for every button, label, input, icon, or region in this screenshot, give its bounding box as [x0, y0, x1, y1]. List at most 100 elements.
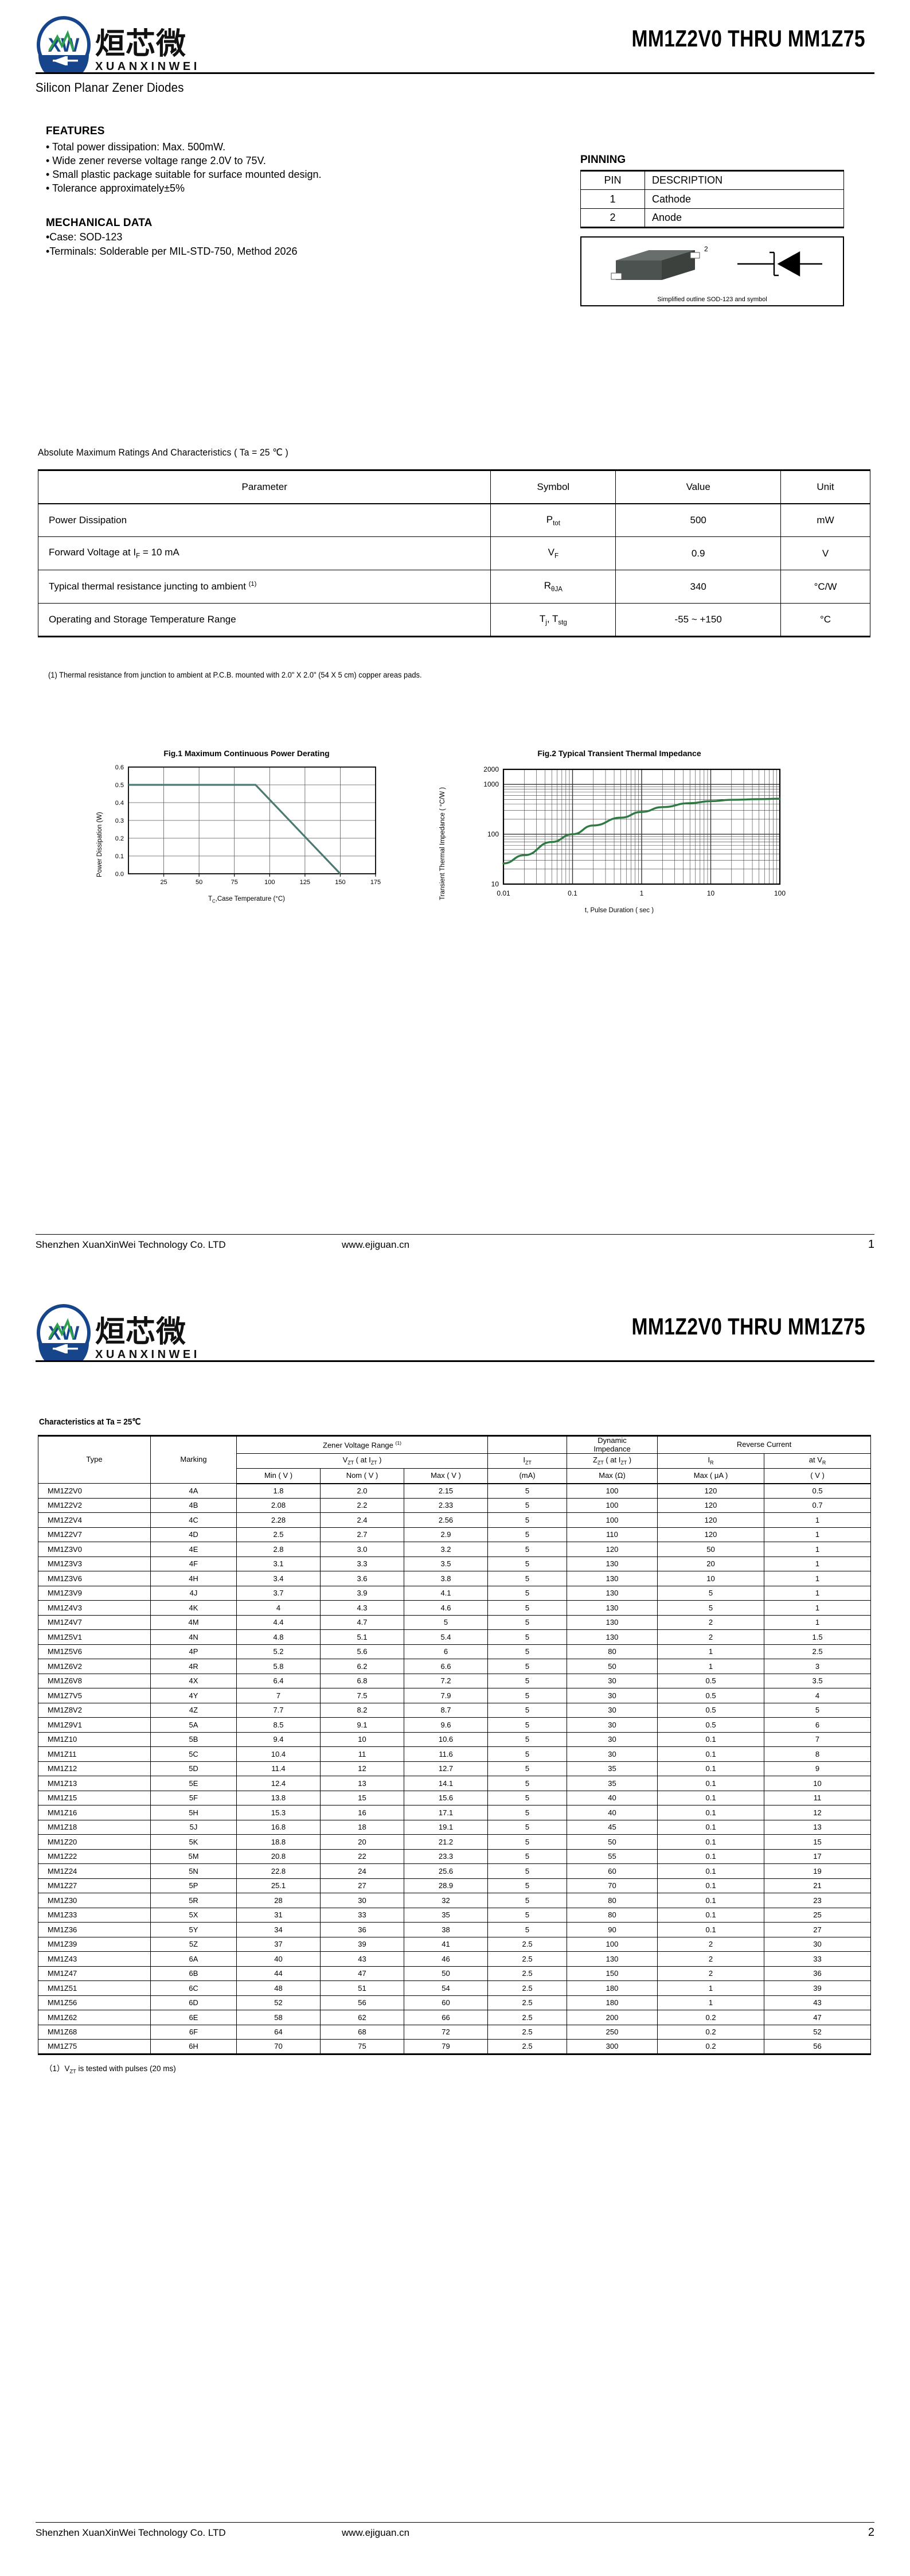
pinning-table: PIN DESCRIPTION 1 Cathode 2 Anode [580, 170, 844, 228]
cell-value: 70 [236, 2039, 321, 2055]
table-row: MM1Z18 5J 16.8 18 19.1 5 45 0.1 13 [38, 1819, 872, 1835]
page-1-header: XW 烜芯微 XUANXINWEI MM1Z2V0 THRU MM1Z75 [0, 0, 910, 82]
cell-value: 6.2 [320, 1659, 404, 1674]
cell-value: 5 [487, 1673, 568, 1689]
cell-value: 40 [236, 1951, 321, 1967]
cell-value: 30 [567, 1688, 658, 1703]
column-group-reverse-current: Reverse Current [657, 1434, 872, 1454]
cell-value: 22 [320, 1849, 404, 1865]
cell-value: 52 [764, 2024, 872, 2040]
footer-company: Shenzhen XuanXinWei Technology Co. LTD [36, 2527, 226, 2538]
column-header-izt: IZT [487, 1453, 568, 1469]
cell-value: 6F [150, 2024, 237, 2040]
cell-value: 31 [236, 1907, 321, 1923]
table-row: MM1Z68 6F 64 68 72 2.5 250 0.2 52 [38, 2024, 872, 2040]
cell-value: 75 [320, 2039, 404, 2055]
cell-type: MM1Z36 [38, 1922, 151, 1937]
cell-value: 4B [150, 1497, 237, 1513]
features-list: • Total power dissipation: Max. 500mW. •… [46, 140, 390, 195]
cell-type: MM1Z3V0 [38, 1542, 151, 1557]
cell-type: MM1Z10 [38, 1731, 151, 1748]
svg-text:0.0: 0.0 [115, 871, 124, 878]
cell-value: 180 [567, 1995, 658, 2011]
cell-value: 10.6 [403, 1731, 489, 1748]
cell-value: 80 [567, 1907, 658, 1923]
cell-value: 15 [764, 1834, 872, 1850]
cell-value: 39 [320, 1936, 404, 1952]
cell-value: 100 [567, 1936, 658, 1952]
cell-type: MM1Z30 [38, 1893, 151, 1908]
cell-value: 6D [150, 1995, 237, 2011]
cell-value: 0.1 [657, 1731, 765, 1748]
cell-type: MM1Z2V7 [38, 1527, 151, 1543]
svg-text:1000: 1000 [483, 780, 499, 788]
cell-value: 8.5 [236, 1717, 321, 1733]
cell-value: 58 [236, 2010, 321, 2025]
amr-title: Absolute Maximum Ratings And Characteris… [38, 447, 288, 458]
page-title: MM1Z2V0 THRU MM1Z75 [631, 1313, 865, 1340]
footer-divider [36, 1234, 874, 1235]
cell-value: 1.8 [236, 1483, 321, 1499]
cell-value: 4M [150, 1614, 237, 1631]
cell-value: 18 [320, 1819, 404, 1835]
cell-value: 4A [150, 1483, 237, 1499]
cell-value: 23 [764, 1893, 872, 1908]
cell-symbol: RθJA [490, 570, 616, 604]
table-row: MM1Z3V0 4E 2.8 3.0 3.2 5 120 50 1 [38, 1542, 872, 1557]
cell-unit: V [780, 536, 870, 570]
cell-value: 25 [764, 1907, 872, 1923]
cell-value: 2.33 [403, 1497, 489, 1513]
cell-value: 4N [150, 1629, 237, 1645]
svg-text:10: 10 [707, 889, 715, 897]
column-group-dynamic-impedance: Dynamic Impedance [567, 1434, 658, 1454]
svg-text:25: 25 [160, 879, 167, 886]
cell-value: 3.8 [403, 1571, 489, 1586]
cell-value: 7.5 [320, 1688, 404, 1703]
footer-url[interactable]: www.ejiguan.cn [342, 1239, 410, 1250]
logo-english-name: XUANXINWEI [95, 60, 200, 73]
table-row: Typical thermal resistance juncting to a… [37, 570, 870, 604]
table-row: MM1Z4V3 4K 4 4.3 4.6 5 130 5 1 [38, 1600, 872, 1616]
cell-value: 24 [320, 1863, 404, 1879]
cell-value: 5Y [150, 1922, 237, 1937]
svg-text:100: 100 [774, 889, 786, 897]
cell-value: 5.4 [403, 1629, 489, 1645]
column-header-description: DESCRIPTION [645, 170, 844, 190]
cell-value: 0.7 [764, 1497, 872, 1513]
cell-value: 21 [764, 1878, 872, 1894]
column-header-unit: Unit [780, 469, 870, 504]
column-header-ma: (mA) [487, 1468, 568, 1484]
svg-text:0.1: 0.1 [568, 889, 577, 897]
cell-value: 28.9 [403, 1878, 489, 1894]
cell-value: 0.5 [657, 1688, 765, 1703]
cell-value: 5 [487, 1834, 568, 1850]
cell-value: 6 [403, 1644, 489, 1660]
cell-value: 50 [403, 1966, 489, 1982]
cell-value: 9.1 [320, 1717, 404, 1733]
table-row: MM1Z5V6 4P 5.2 5.6 6 5 80 1 2.5 [38, 1644, 872, 1660]
header-divider [36, 1360, 874, 1362]
cell-value: 34 [236, 1922, 321, 1937]
cell-value: 6.8 [320, 1673, 404, 1689]
footer-url[interactable]: www.ejiguan.cn [342, 2527, 410, 2538]
cell-value: 5 [487, 1878, 568, 1894]
cell-value: 1 [764, 1512, 872, 1528]
cell-type: MM1Z2V0 [38, 1483, 151, 1499]
cell-value: 33 [320, 1907, 404, 1923]
cell-value: 5N [150, 1863, 237, 1879]
cell-value: 5E [150, 1776, 237, 1791]
cell-value: 1 [764, 1585, 872, 1601]
cell-value: 19.1 [403, 1819, 489, 1835]
cell-value: 0.5 [764, 1483, 872, 1499]
page-2-header: XW 烜芯微 XUANXINWEI MM1Z2V0 THRU MM1Z75 [0, 1288, 910, 1370]
list-item: • Tolerance approximately±5% [46, 182, 185, 194]
table-row: MM1Z30 5R 28 30 32 5 80 0.1 23 [38, 1893, 872, 1908]
cell-value: 7.2 [403, 1673, 489, 1689]
cell-value: 2.08 [236, 1497, 321, 1513]
cell-value: 4Y [150, 1688, 237, 1703]
cell-value: 25.1 [236, 1878, 321, 1894]
cell-value: 40 [567, 1790, 658, 1806]
cell-value: 4.8 [236, 1629, 321, 1645]
cell-value: 2.4 [320, 1512, 404, 1528]
cell-value: 21.2 [403, 1834, 489, 1850]
